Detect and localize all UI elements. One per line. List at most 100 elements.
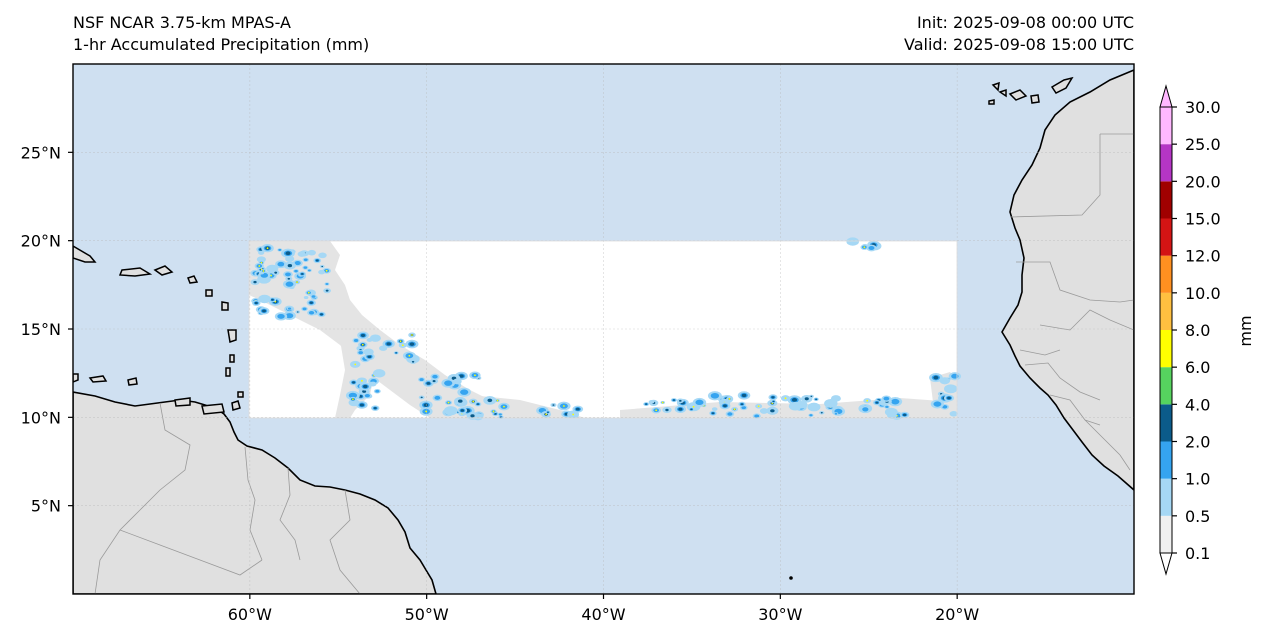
precip-cell-core — [891, 398, 900, 405]
lon-tick-label: 30°W — [758, 605, 802, 624]
precip-cell-core — [287, 263, 293, 268]
precip-cell-core — [902, 413, 907, 417]
precip-cell — [303, 295, 309, 300]
south-america-land — [73, 391, 437, 594]
colorbar-tick-label: 20.0 — [1185, 172, 1221, 191]
precip-cell-peak — [728, 398, 731, 400]
precip-cell-core — [772, 400, 775, 403]
colorbar-segment — [1160, 441, 1172, 479]
precip-cell — [443, 406, 458, 416]
precip-cell-core — [274, 271, 278, 274]
colorbar-under-extension — [1159, 552, 1173, 576]
colorbar-segment — [1160, 144, 1172, 182]
precip-cell-core — [302, 307, 307, 311]
precip-cell-peak — [692, 405, 695, 408]
model-title: NSF NCAR 3.75-km MPAS-A — [73, 13, 291, 32]
precip-cell-core — [277, 313, 285, 319]
precip-cell-core — [309, 301, 314, 305]
precip-cell-core — [754, 414, 760, 418]
precip-cell-core — [277, 261, 285, 267]
init-time: Init: 2025-09-08 00:00 UTC — [916, 13, 1134, 32]
precip-cell — [807, 402, 821, 412]
precip-cell-core — [770, 409, 775, 413]
precip-cell — [318, 269, 326, 275]
precip-cell-core — [470, 414, 475, 418]
precip-cell-core — [727, 412, 733, 416]
precip-cell-peak — [503, 405, 505, 408]
precip-cell-peak — [496, 399, 499, 402]
precip-cell-core — [741, 393, 747, 398]
precip-cell-peak — [262, 270, 265, 272]
precip-cell-core — [420, 396, 423, 399]
precip-cell — [372, 369, 386, 378]
caribbean-islands — [73, 245, 261, 415]
precip-cell-core — [359, 403, 364, 407]
precip-cell-core — [679, 399, 682, 402]
precip-cell-core — [432, 374, 438, 379]
latitude-ticks: 5°N 10°N 15°N 20°N 25°N — [21, 143, 73, 516]
precip-cell-peak — [474, 374, 476, 377]
precip-cell-core — [325, 283, 329, 285]
precip-cell-core — [278, 248, 282, 251]
precip-cell-peak — [352, 398, 354, 401]
colorbar-tick-label: 0.5 — [1185, 507, 1210, 526]
precip-cell-core — [883, 396, 890, 401]
precip-cell-core — [303, 258, 308, 262]
precip-cell-core — [432, 380, 436, 383]
precip-cell-core — [364, 393, 370, 398]
precip-cell-core — [672, 399, 676, 401]
precip-cell-core — [933, 401, 942, 407]
colorbar-tick-label: 12.0 — [1185, 247, 1221, 266]
precip-cell-core — [287, 277, 291, 280]
precip-cell-peak — [655, 409, 658, 412]
precip-cell — [648, 400, 655, 404]
precip-cell-core — [409, 342, 415, 346]
precip-cell-peak — [408, 354, 411, 357]
precip-cell-peak — [863, 246, 866, 249]
precip-cell-core — [287, 307, 292, 310]
precip-cell-core — [552, 404, 555, 406]
colorbar-tick-label: 15.0 — [1185, 210, 1221, 229]
precip-cell-peak — [563, 405, 565, 407]
lat-tick-label: 10°N — [21, 408, 61, 427]
lon-tick-label: 40°W — [581, 605, 625, 624]
precip-cell-core — [294, 269, 298, 273]
colorbar-tick-label: 25.0 — [1185, 135, 1221, 154]
precip-cell-core — [386, 342, 391, 346]
precip-cell-core — [460, 409, 465, 412]
precip-cell-core — [375, 389, 380, 393]
precip-cell-core — [791, 398, 798, 402]
colorbar-segment — [1160, 478, 1172, 516]
colorbar-tick-label: 4.0 — [1185, 395, 1210, 414]
precip-cell-core — [348, 392, 358, 399]
colorbar-segment — [1160, 181, 1172, 219]
precip-cell-core — [809, 414, 813, 417]
precip-cell-core — [947, 396, 951, 400]
precip-cell — [307, 249, 316, 256]
precip-cell-peak — [307, 291, 310, 294]
precip-cell-core — [296, 311, 299, 313]
lon-tick-label: 20°W — [935, 605, 979, 624]
precip-cell — [944, 384, 958, 394]
precip-cells — [250, 237, 962, 421]
colorbar-label: mm — [1236, 315, 1255, 346]
precip-cell-core — [740, 403, 744, 406]
precip-cell-peak — [411, 334, 413, 336]
precip-cell-peak — [401, 344, 404, 347]
precip-cell-core — [254, 301, 258, 305]
colorbar-tick-label: 0.1 — [1185, 544, 1210, 563]
precip-cell-core — [262, 309, 267, 313]
precip-cell-core — [933, 375, 939, 380]
precip-cell-core — [862, 407, 869, 412]
precip-cell-peak — [866, 399, 869, 402]
precip-cell-core — [311, 295, 316, 298]
lat-tick-label: 20°N — [21, 232, 61, 251]
precip-cell-core — [444, 380, 453, 386]
precip-cell-peak — [361, 379, 363, 382]
precip-cell-core — [367, 355, 372, 359]
precip-cell-core — [395, 352, 398, 354]
longitude-ticks: 60°W 50°W 40°W 30°W 20°W — [228, 594, 979, 624]
precip-cell-core — [820, 412, 823, 414]
colorbar-segment — [1160, 107, 1172, 145]
precip-cell-core — [665, 408, 669, 412]
